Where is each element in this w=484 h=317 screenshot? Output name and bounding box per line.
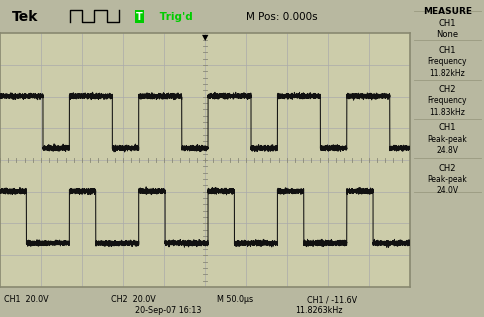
Text: CH2  20.0V: CH2 20.0V bbox=[110, 295, 155, 304]
Text: 24.0V: 24.0V bbox=[436, 186, 457, 196]
Text: M 50.0μs: M 50.0μs bbox=[217, 295, 253, 304]
Text: 20-Sep-07 16:13: 20-Sep-07 16:13 bbox=[135, 307, 201, 315]
Text: ▼: ▼ bbox=[201, 33, 208, 42]
Text: CH1  20.0V: CH1 20.0V bbox=[4, 295, 48, 304]
Text: 11.82kHz: 11.82kHz bbox=[429, 69, 464, 78]
Text: CH2: CH2 bbox=[438, 164, 455, 172]
Text: CH1: CH1 bbox=[438, 46, 455, 55]
Text: CH1: CH1 bbox=[438, 19, 455, 28]
Text: Frequency: Frequency bbox=[427, 57, 466, 66]
Text: 11.8263kHz: 11.8263kHz bbox=[294, 307, 342, 315]
Text: Peak-peak: Peak-peak bbox=[427, 175, 466, 184]
Text: Trig'd: Trig'd bbox=[155, 12, 192, 22]
Text: None: None bbox=[436, 30, 457, 39]
Text: CH1 / -11.6V: CH1 / -11.6V bbox=[307, 295, 357, 304]
Text: T: T bbox=[136, 12, 142, 22]
Text: M Pos: 0.000s: M Pos: 0.000s bbox=[245, 12, 317, 22]
Text: CH2: CH2 bbox=[438, 85, 455, 94]
Text: Frequency: Frequency bbox=[427, 96, 466, 105]
Text: Tek: Tek bbox=[12, 10, 39, 24]
Text: 24.8V: 24.8V bbox=[436, 146, 457, 155]
Text: CH1: CH1 bbox=[438, 123, 455, 133]
Text: 11.83kHz: 11.83kHz bbox=[429, 107, 464, 117]
Text: MEASURE: MEASURE bbox=[422, 7, 471, 16]
Text: Peak-peak: Peak-peak bbox=[427, 135, 466, 144]
